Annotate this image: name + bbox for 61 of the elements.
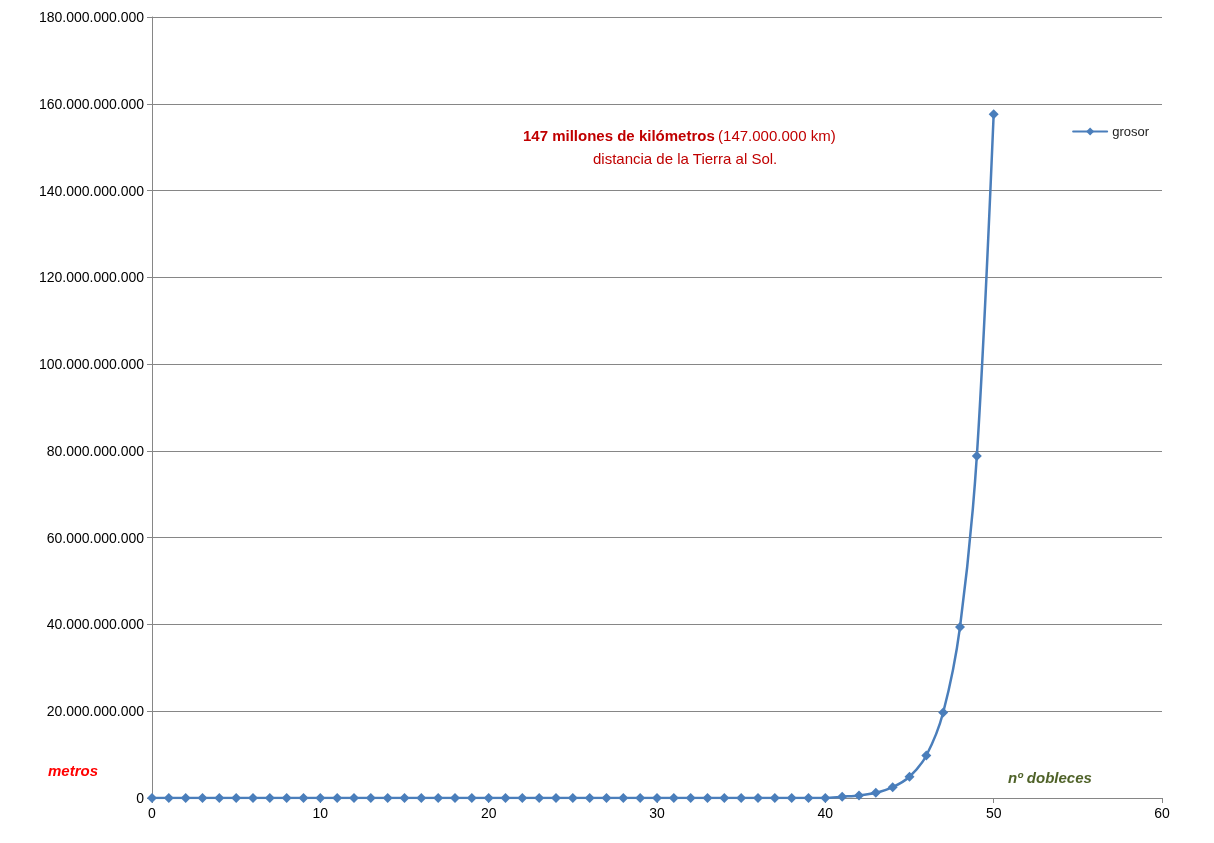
point: [399, 793, 410, 803]
annotation: (147.000.000 km): [718, 127, 836, 144]
point: [887, 782, 898, 793]
point: [500, 793, 511, 803]
point: [921, 750, 932, 761]
x-tick-label: 0: [148, 805, 157, 821]
point: [854, 790, 864, 801]
point: [248, 793, 258, 803]
y-tick-label: 20.000.000.000: [46, 703, 145, 720]
annotation: 147 millones de kilómetros: [523, 127, 715, 144]
point: [584, 793, 595, 803]
point: [837, 791, 848, 802]
y-tick-label: 140.000.000.000: [38, 182, 145, 199]
x-tick-label: 10: [312, 805, 329, 821]
point: [820, 793, 831, 803]
point: [601, 793, 612, 803]
point: [904, 771, 915, 782]
point: [450, 793, 460, 803]
y-tick-label: 180.000.000.000: [38, 9, 145, 25]
point: [298, 793, 309, 803]
point: [652, 793, 662, 803]
x-tick-label: 60: [1154, 805, 1170, 821]
point: [416, 793, 427, 803]
x-axis-title: nº dobleces: [1008, 769, 1092, 786]
point: [719, 793, 730, 803]
point: [551, 793, 561, 803]
point: [938, 707, 949, 718]
y-axis-title: metros: [48, 762, 99, 779]
point: [685, 793, 696, 803]
annotation: distancia de la Tierra al Sol.: [593, 150, 778, 167]
point: [753, 793, 763, 803]
point: [180, 793, 191, 803]
x-tick-label: 50: [985, 805, 1002, 821]
x-tick-label: 40: [817, 805, 834, 821]
point: [197, 793, 208, 803]
y-tick-label: 160.000.000.000: [38, 95, 145, 112]
point: [971, 451, 982, 462]
point: [349, 793, 359, 803]
point: [786, 793, 797, 803]
point: [214, 793, 225, 803]
point: [315, 793, 326, 803]
point: [382, 793, 393, 803]
y-tick-label: 100.000.000.000: [38, 356, 145, 373]
point: [517, 793, 528, 803]
x-tick-label: 30: [649, 805, 665, 821]
point: [988, 109, 999, 120]
y-tick-label: 120.000.000.000: [38, 269, 145, 286]
point: [702, 793, 713, 803]
point: [483, 793, 494, 803]
y-tick-label: 80.000.000.000: [46, 442, 145, 459]
point: [618, 793, 629, 803]
point: [281, 793, 292, 803]
x-tick-label: 20: [480, 805, 497, 821]
point: [803, 793, 814, 803]
y-tick-label: 60.000.000.000: [46, 529, 145, 546]
legend-label: grosor: [1112, 124, 1150, 139]
point: [955, 622, 965, 633]
point: [147, 793, 157, 803]
point: [870, 787, 881, 798]
y-tick-label: 40.000.000.000: [46, 616, 145, 633]
y-tick-label: 0: [136, 790, 145, 806]
